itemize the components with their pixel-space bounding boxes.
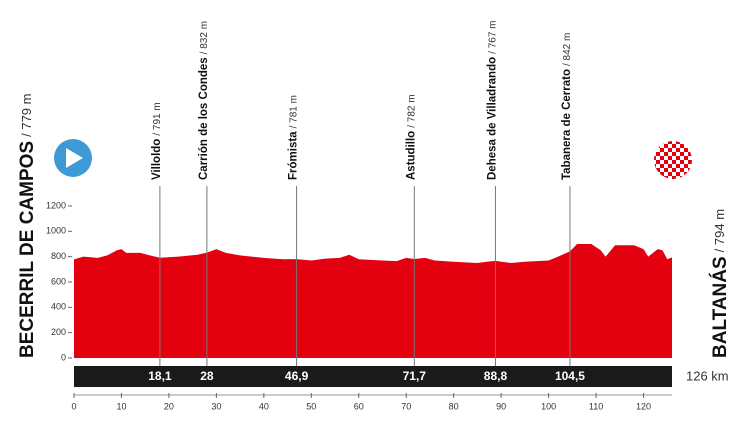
x-tick-label: 40 (259, 401, 269, 411)
waypoint-name: Dehesa de Villadrando (486, 57, 498, 180)
y-tick-label: 800 (51, 251, 66, 261)
x-tick-label: 0 (71, 401, 76, 411)
start-name: BECERRIL DE CAMPOS (17, 141, 38, 358)
waypoint-altitude: / 791 m (152, 102, 163, 135)
waypoint-altitude: / 842 m (562, 33, 573, 66)
x-tick-label: 20 (164, 401, 174, 411)
waypoint-name: Astudillo (405, 131, 417, 180)
waypoint-label: Carrión de los Condes / 832 m (198, 21, 210, 180)
y-tick-label: 0 (61, 352, 66, 362)
waypoint-km: 18,1 (148, 369, 172, 383)
x-tick-label: 90 (496, 401, 506, 411)
x-tick-label: 30 (211, 401, 221, 411)
waypoint-km: 46,9 (285, 369, 309, 383)
y-tick-label: 400 (51, 302, 66, 312)
waypoint-km: 71,7 (403, 369, 427, 383)
finish-name: BALTANÁS (709, 256, 731, 358)
waypoint-label: Villoldo / 791 m (151, 102, 163, 180)
waypoint-km: 104,5 (555, 369, 585, 383)
waypoint-name: Frómista (288, 131, 300, 180)
waypoint-label: Tabanera de Cerrato / 842 m (561, 33, 573, 180)
x-tick-label: 100 (541, 401, 556, 411)
waypoint-altitude: / 782 m (406, 94, 417, 127)
waypoint-altitude: / 767 m (487, 21, 498, 54)
finish-altitude: / 794 m (712, 209, 727, 252)
y-tick-label: 1200 (46, 200, 66, 210)
y-tick-label: 200 (51, 327, 66, 337)
waypoint-name: Tabanera de Cerrato (561, 69, 573, 180)
waypoint-name: Villoldo (151, 139, 163, 180)
waypoint-altitude: / 781 m (288, 95, 299, 128)
x-tick-label: 120 (636, 401, 651, 411)
x-tick-label: 110 (589, 401, 603, 411)
waypoint-label: Astudillo / 782 m (405, 94, 417, 180)
waypoint-label: Dehesa de Villadrando / 767 m (486, 21, 498, 181)
waypoint-km: 88,8 (484, 369, 508, 383)
x-tick-label: 80 (449, 401, 459, 411)
y-tick-label: 1000 (46, 226, 66, 236)
start-icon (54, 139, 92, 177)
km-bar (74, 366, 672, 387)
waypoint-altitude: / 832 m (199, 21, 210, 54)
x-tick-label: 70 (401, 401, 411, 411)
start-altitude: / 779 m (19, 94, 34, 137)
y-tick-label: 600 (51, 276, 66, 286)
start-label: BECERRIL DE CAMPOS / 779 m (17, 94, 38, 358)
finish-icon (654, 141, 692, 179)
elevation-area (74, 244, 672, 358)
x-tick-label: 10 (116, 401, 126, 411)
total-distance: 126 km (686, 368, 729, 383)
waypoint-label: Frómista / 781 m (288, 95, 300, 180)
waypoint-name: Carrión de los Condes (198, 57, 210, 180)
finish-label: BALTANÁS / 794 m (709, 209, 731, 358)
waypoint-km: 28 (200, 369, 214, 383)
x-tick-label: 60 (354, 401, 364, 411)
x-tick-label: 50 (306, 401, 316, 411)
